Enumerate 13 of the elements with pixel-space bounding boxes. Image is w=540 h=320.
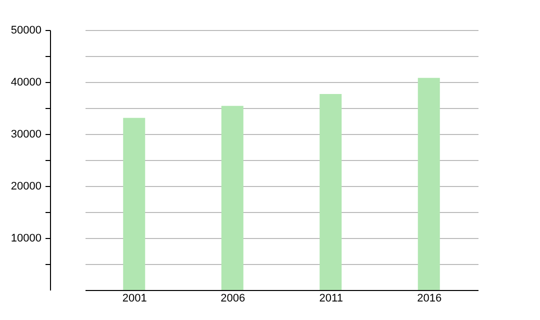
x-tick-label: 2011: [319, 292, 343, 304]
x-tick-label: 2001: [122, 292, 147, 304]
bar: [221, 106, 244, 290]
x-tick-label: 2006: [220, 292, 246, 304]
y-tick-label: 40000: [10, 76, 42, 88]
y-tick-label: 50000: [10, 24, 42, 36]
y-tick-label: 30000: [10, 128, 42, 140]
y-tick-label: 10000: [10, 232, 42, 244]
y-tick-label: 20000: [10, 180, 42, 192]
x-tick-label: 2016: [417, 292, 442, 304]
bar: [123, 118, 146, 290]
bar: [418, 78, 440, 290]
bar: [320, 94, 342, 290]
